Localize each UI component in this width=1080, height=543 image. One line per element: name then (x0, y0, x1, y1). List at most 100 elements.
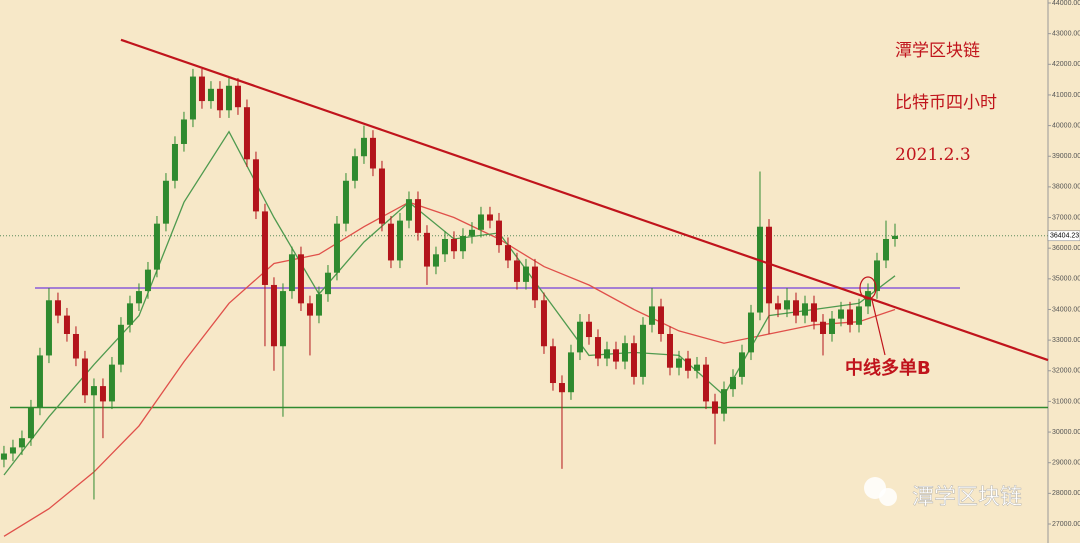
candle-body (0, 453, 7, 460)
candle-body (342, 180, 349, 224)
y-tick-label: 43000.00 (1052, 30, 1080, 37)
candle-body (279, 291, 286, 347)
annotation: 2021.2.3 (895, 145, 971, 165)
candle-body (387, 223, 394, 261)
candle-body (783, 300, 790, 310)
annotation: 潭学区块链 (895, 41, 980, 61)
candle-body (324, 272, 331, 295)
candle-body (657, 306, 664, 334)
candle-body (837, 309, 844, 319)
candle-body (405, 199, 412, 221)
candle-body (189, 76, 196, 120)
candle-body (27, 407, 34, 439)
trend-line (120, 38, 1049, 362)
candle-body (504, 245, 511, 261)
candle-body (243, 107, 250, 160)
candle-body (171, 143, 178, 181)
candle-body (540, 300, 547, 347)
candle-body (432, 254, 439, 267)
candle-body (198, 76, 205, 102)
candle-body (90, 386, 97, 396)
candle-body (360, 137, 367, 157)
y-tick-label: 42000.00 (1052, 61, 1080, 68)
plot (0, 2, 1051, 537)
y-tick-label: 36000.00 (1052, 245, 1080, 252)
candle-body (855, 306, 862, 325)
candle-body (45, 300, 52, 356)
candle-body (774, 303, 781, 310)
candle-body (666, 333, 673, 368)
watermark: 潭学区块链 (864, 477, 1022, 510)
candle-body (567, 352, 574, 393)
candle-body (333, 223, 340, 273)
candle-body (288, 254, 295, 292)
candle-body (765, 226, 772, 304)
y-tick-label: 37000.00 (1052, 214, 1080, 221)
candle-body (414, 199, 421, 233)
candle-body (549, 346, 556, 384)
candle-body (684, 358, 691, 371)
arrow (871, 299, 886, 356)
candle-body (747, 312, 754, 353)
candle-body (261, 211, 268, 285)
candle-body (576, 321, 583, 353)
candle-body (810, 303, 817, 322)
last-price-label: 36404.23 (1050, 233, 1079, 240)
y-tick-label: 44000.00 (1052, 0, 1080, 7)
candle-body (801, 303, 808, 316)
candle-body (603, 349, 610, 359)
marker-circle (859, 276, 877, 300)
candle-body (756, 226, 763, 313)
candle-body (873, 260, 880, 292)
last-price-box (1047, 230, 1080, 242)
candle-body (369, 137, 376, 169)
candle-body (63, 315, 70, 334)
candle-body (54, 300, 61, 316)
candle-body (72, 333, 79, 359)
candle-body (108, 364, 115, 402)
candle-body (729, 376, 736, 390)
candle-body (216, 88, 223, 111)
candle-body (252, 159, 259, 212)
y-tick-label: 29000.00 (1052, 460, 1080, 467)
candle-body (396, 220, 403, 261)
candle-body (792, 300, 799, 316)
y-tick-label: 41000.00 (1052, 92, 1080, 99)
candle-body (891, 235, 898, 239)
candle-body (180, 119, 187, 144)
candle-body (846, 309, 853, 325)
candle-body (99, 386, 106, 402)
y-tick-label: 33000.00 (1052, 337, 1080, 344)
candle-body (738, 352, 745, 377)
candle-body (162, 180, 169, 224)
y-tick-label: 38000.00 (1052, 184, 1080, 191)
candle-body (18, 438, 25, 448)
y-tick-label: 40000.00 (1052, 122, 1080, 129)
candle-body (153, 223, 160, 270)
candle-body (819, 321, 826, 334)
candle-body (558, 383, 565, 393)
candle-body (720, 389, 727, 414)
candle-body (315, 294, 322, 316)
candle-body (630, 343, 637, 377)
candle-body (621, 343, 628, 362)
y-tick-label: 31000.00 (1052, 398, 1080, 405)
candle-body (828, 318, 835, 334)
candle-body (135, 291, 142, 304)
candle-body (468, 229, 475, 236)
candle-body (711, 401, 718, 414)
candle-body (459, 235, 466, 252)
y-tick-label: 39000.00 (1052, 153, 1080, 160)
candle-body (441, 238, 448, 255)
candle-body (207, 88, 214, 102)
candle-body (486, 214, 493, 221)
candle-body (702, 364, 709, 402)
candle-body (126, 303, 133, 325)
candle-body (36, 355, 43, 408)
candle-body (639, 324, 646, 377)
candle-body (423, 232, 430, 267)
watermark-text: 潭学区块链 (912, 485, 1022, 510)
y-tick-label: 32000.00 (1052, 368, 1080, 375)
